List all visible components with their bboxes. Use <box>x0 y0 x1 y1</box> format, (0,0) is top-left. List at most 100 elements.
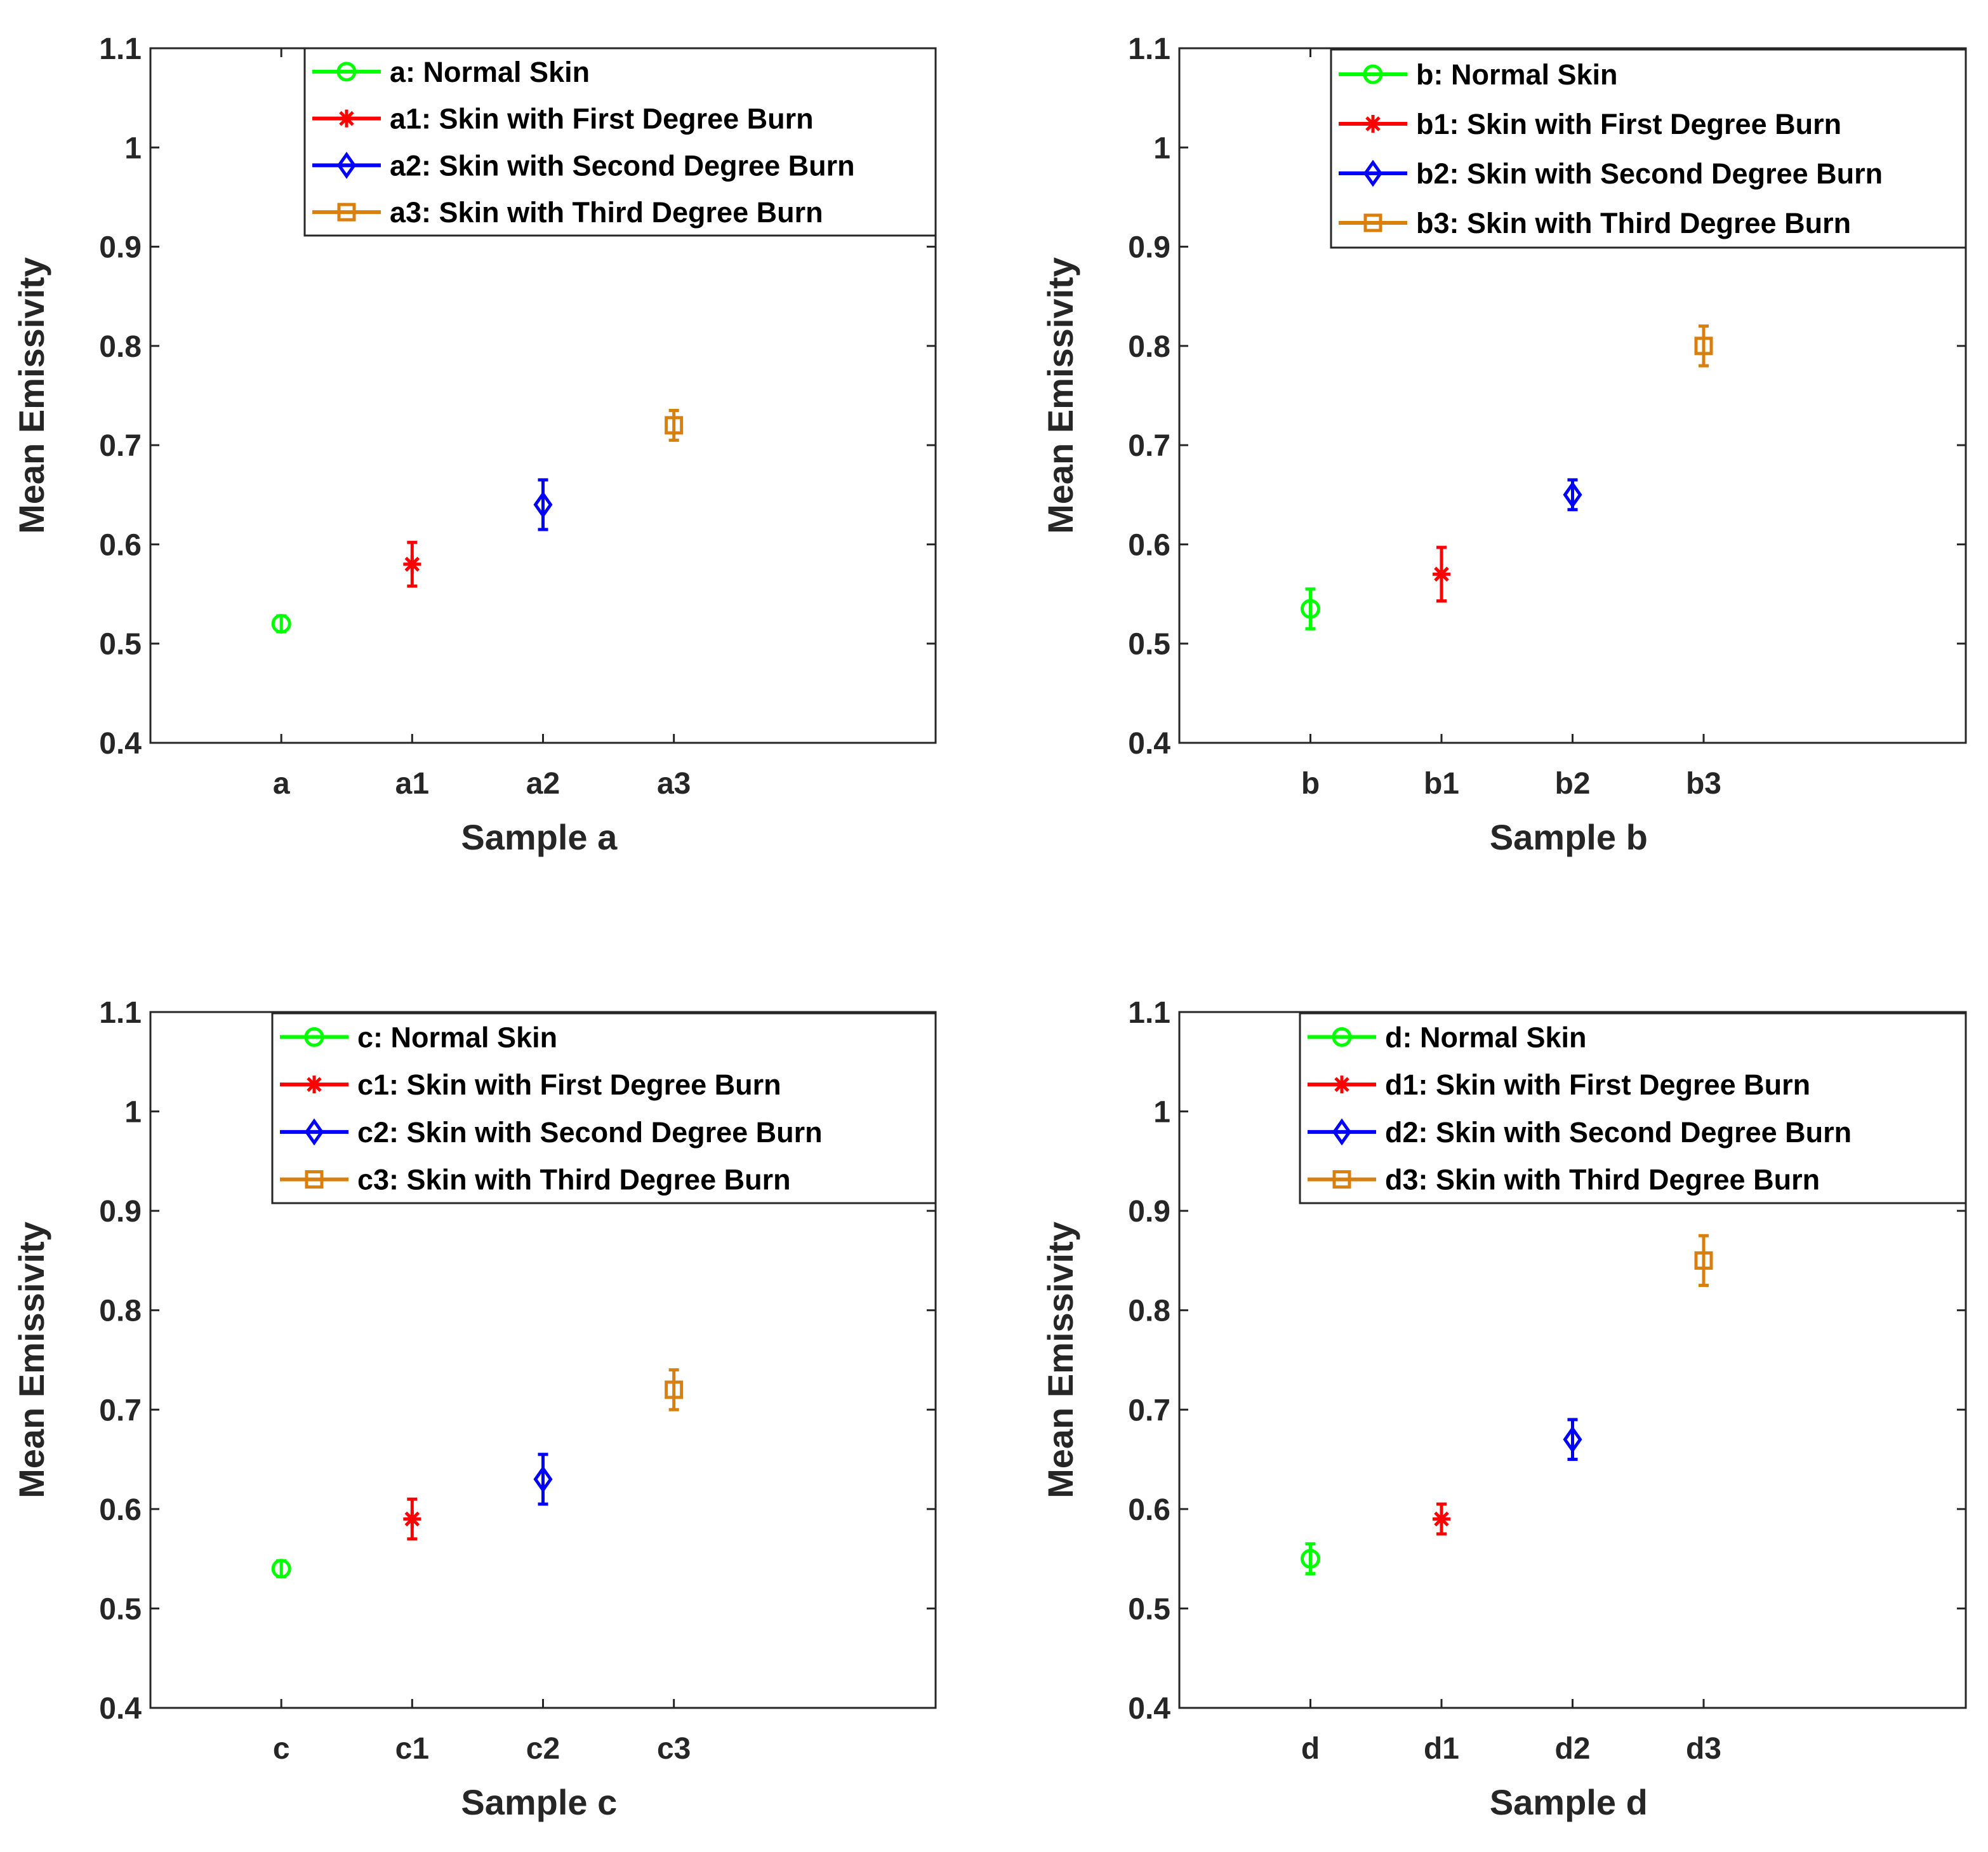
y-tick-label: 0.8 <box>99 330 142 364</box>
diamond-marker <box>533 1465 553 1493</box>
data-point-b1 <box>1433 545 1450 603</box>
asterisk-marker <box>1433 1510 1450 1528</box>
y-tick-label: 0.8 <box>1128 330 1170 364</box>
x-tick-label: a2 <box>526 767 560 801</box>
legend-entry: b1: Skin with First Degree Burn <box>1339 108 1841 140</box>
legend-square-icon <box>1363 213 1382 232</box>
y-tick-label: 0.6 <box>1128 528 1170 562</box>
y-tick-label: 0.6 <box>99 1493 142 1527</box>
legend-label: b1: Skin with First Degree Burn <box>1416 108 1841 140</box>
x-tick-label: a3 <box>657 767 691 801</box>
asterisk-marker <box>1433 565 1450 583</box>
data-point-b3 <box>1694 324 1713 368</box>
y-tick-label: 1 <box>1153 131 1170 165</box>
x-tick-label: c1 <box>395 1732 429 1766</box>
data-point-c <box>271 1559 291 1579</box>
legend-entry: a3: Skin with Third Degree Burn <box>312 196 823 229</box>
circle-marker <box>1301 1549 1320 1569</box>
y-tick-label: 0.5 <box>1128 1592 1170 1626</box>
square-marker <box>1694 1251 1713 1270</box>
data-point-a3 <box>665 408 684 442</box>
asterisk-marker <box>403 555 421 573</box>
y-tick-label: 0.6 <box>99 528 142 562</box>
y-axis-label: Mean Emissivity <box>1040 257 1080 534</box>
legend-circle-icon <box>1363 64 1383 84</box>
x-tick-label: b1 <box>1424 767 1459 801</box>
data-point-a1 <box>403 540 421 588</box>
legend-box <box>271 1012 937 1204</box>
legend-entry: a2: Skin with Second Degree Burn <box>312 149 855 182</box>
legend-circle-icon <box>304 1027 324 1047</box>
square-marker <box>1694 336 1713 356</box>
y-tick-label: 1.1 <box>99 32 142 66</box>
x-tick-label: c2 <box>526 1732 560 1766</box>
legend-entry: d3: Skin with Third Degree Burn <box>1308 1164 1820 1196</box>
data-point-d3 <box>1694 1234 1713 1288</box>
y-tick-label: 0.9 <box>1128 1195 1170 1229</box>
legend-entry: b2: Skin with Second Degree Burn <box>1339 157 1883 190</box>
circle-marker <box>271 613 291 634</box>
data-point-b <box>1301 587 1320 630</box>
x-axis-label: Sample c <box>461 1782 617 1822</box>
legend-label: c: Normal Skin <box>357 1021 557 1053</box>
legend: a: Normal Skin a1: Skin with First Degree… <box>303 47 937 237</box>
data-point-d2 <box>1563 1418 1582 1462</box>
y-tick-label: 0.7 <box>1128 1394 1170 1427</box>
x-tick-label: b <box>1301 767 1320 801</box>
diamond-marker <box>1563 481 1582 509</box>
legend-label: d: Normal Skin <box>1385 1021 1587 1053</box>
y-tick-label: 0.4 <box>1128 1692 1170 1726</box>
chart-panel-4: 0.4 0.5 0.6 0.7 0.8 0.9 1 1.1 d d1 d2 d3 Sample d Mea… <box>1040 996 1967 1822</box>
legend-label: d2: Skin with Second Degree Burn <box>1385 1116 1852 1149</box>
legend: d: Normal Skin d1: Skin with First Degree… <box>1299 1012 1967 1204</box>
legend-label: b: Normal Skin <box>1416 58 1618 91</box>
chart-panel-2: 0.4 0.5 0.6 0.7 0.8 0.9 1 1.1 b b1 b2 b3 Sample b Mea… <box>1040 32 1967 857</box>
x-tick-label: a1 <box>395 767 429 801</box>
legend-entry: d2: Skin with Second Degree Burn <box>1308 1116 1852 1149</box>
legend-diamond-icon <box>1332 1118 1352 1146</box>
y-tick-label: 0.4 <box>99 727 142 761</box>
x-tick-label: d1 <box>1424 1732 1459 1766</box>
legend-label: d3: Skin with Third Degree Burn <box>1385 1164 1820 1196</box>
y-tick-label: 0.9 <box>99 231 142 265</box>
legend: c: Normal Skin c1: Skin with First Degree… <box>271 1012 937 1204</box>
y-tick-label: 0.8 <box>1128 1295 1170 1328</box>
y-tick-label: 1 <box>1153 1096 1170 1129</box>
legend-diamond-icon <box>304 1118 324 1146</box>
y-tick-label: 0.9 <box>1128 231 1170 265</box>
y-tick-label: 0.4 <box>99 1692 142 1726</box>
legend-entry: c3: Skin with Third Degree Burn <box>280 1164 791 1196</box>
legend-circle-icon <box>336 62 357 82</box>
legend-entry: b: Normal Skin <box>1339 58 1618 91</box>
chart-panel-3: 0.4 0.5 0.6 0.7 0.8 0.9 1 1.1 c c1 c2 c3 Sample c Mea… <box>11 996 937 1822</box>
y-tick-label: 0.7 <box>99 429 142 463</box>
legend-entry: a: Normal Skin <box>312 56 590 88</box>
y-tick-label: 0.7 <box>99 1394 142 1427</box>
legend-box <box>1299 1012 1967 1204</box>
y-tick-label: 0.9 <box>99 1195 142 1229</box>
y-axis-label: Mean Emissivity <box>11 257 51 534</box>
y-tick-label: 0.8 <box>99 1295 142 1328</box>
legend-square-icon <box>305 1170 324 1189</box>
data-point-d1 <box>1433 1502 1450 1536</box>
legend-entry: c1: Skin with First Degree Burn <box>280 1069 781 1101</box>
y-tick-label: 1 <box>124 131 142 165</box>
legend-entry: d1: Skin with First Degree Burn <box>1308 1069 1810 1101</box>
x-tick-label: c3 <box>657 1732 691 1766</box>
y-tick-label: 0.7 <box>1128 429 1170 463</box>
legend-square-icon <box>1332 1170 1351 1189</box>
legend-label: a3: Skin with Third Degree Burn <box>390 196 823 229</box>
y-tick-label: 0.6 <box>1128 1493 1170 1527</box>
data-point-c1 <box>403 1497 421 1541</box>
legend-label: a: Normal Skin <box>390 56 590 88</box>
diamond-marker <box>533 491 553 519</box>
x-tick-label: b3 <box>1686 767 1721 801</box>
y-tick-label: 1.1 <box>1128 32 1170 66</box>
legend-label: b2: Skin with Second Degree Burn <box>1416 157 1883 190</box>
circle-marker <box>1301 599 1320 619</box>
x-tick-label: d <box>1301 1732 1320 1766</box>
x-axis-label: Sample b <box>1490 817 1648 857</box>
square-marker <box>665 416 684 435</box>
legend-label: b3: Skin with Third Degree Burn <box>1416 207 1851 239</box>
